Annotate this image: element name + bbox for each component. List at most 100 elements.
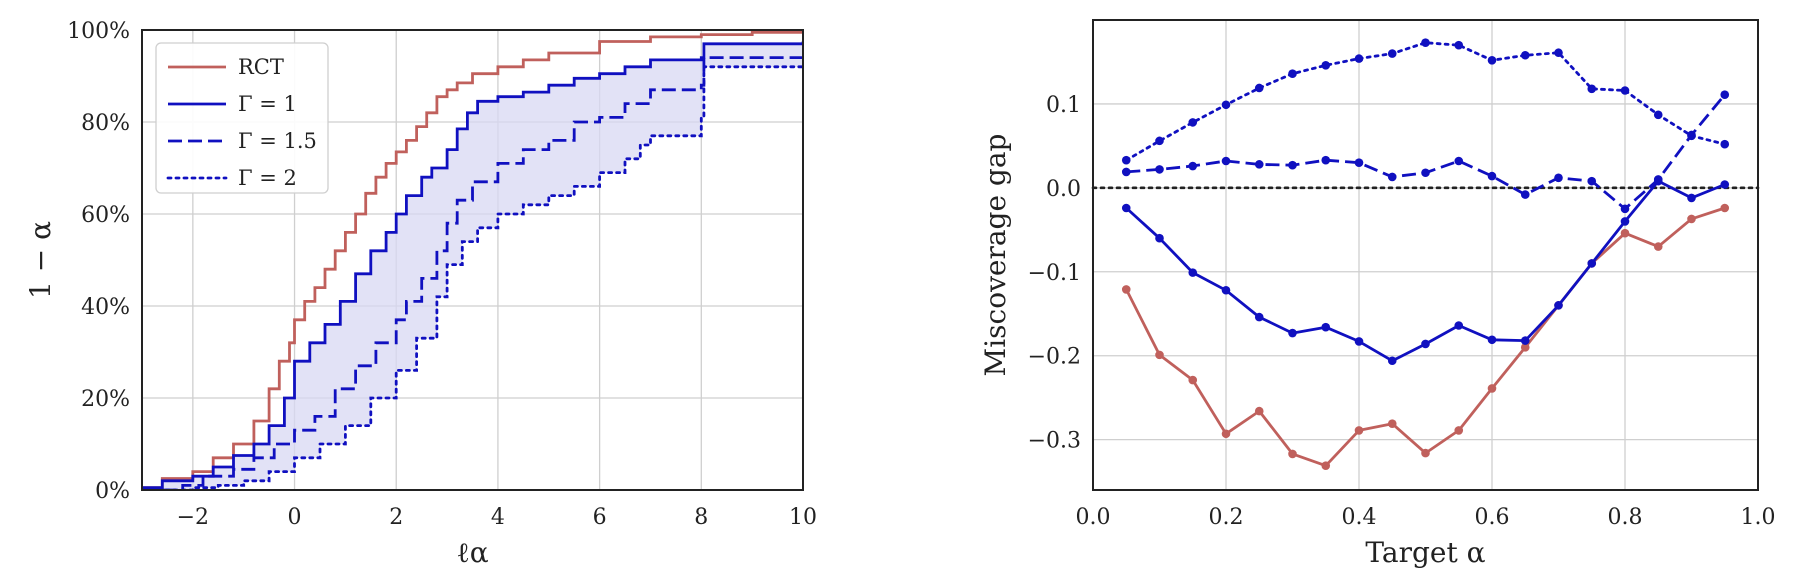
data-point--1 xyxy=(1354,337,1364,346)
data-point-rct xyxy=(1221,429,1231,439)
plot-content xyxy=(142,30,803,490)
data-point-rct xyxy=(1720,203,1730,213)
y-tick-label: 20% xyxy=(81,387,130,412)
data-point--1_5 xyxy=(1421,168,1430,178)
data-point-rct xyxy=(1687,214,1696,224)
data-point--2 xyxy=(1155,136,1164,146)
y-tick-label: 80% xyxy=(81,111,130,136)
legend-label--1_5: Γ = 1.5 xyxy=(238,129,317,153)
data-point-rct xyxy=(1354,426,1364,435)
y-tick-label: 40% xyxy=(81,295,130,320)
data-point--1_5 xyxy=(1454,156,1464,166)
data-point--1 xyxy=(1520,336,1530,345)
data-point--1 xyxy=(1720,180,1730,189)
data-point--1_5 xyxy=(1288,160,1297,170)
data-point--2 xyxy=(1720,139,1730,149)
plot-frame xyxy=(141,29,804,491)
data-point--2 xyxy=(1254,83,1264,93)
data-point--1 xyxy=(1188,268,1198,277)
data-point-rct xyxy=(1387,419,1397,428)
data-point--2 xyxy=(1687,131,1696,141)
data-point--1_5 xyxy=(1121,167,1131,177)
data-point--1_5 xyxy=(1554,173,1563,183)
data-point--1 xyxy=(1587,259,1597,268)
data-point--1 xyxy=(1487,335,1497,345)
plot-area xyxy=(1093,20,1758,490)
data-point--1_5 xyxy=(1221,156,1231,166)
data-point-rct xyxy=(1421,448,1430,458)
x-axis-label: Target α xyxy=(1365,536,1485,569)
legend-label--2: Γ = 2 xyxy=(238,166,297,190)
data-point--2 xyxy=(1288,69,1297,79)
data-point--1_5 xyxy=(1354,158,1364,167)
data-point--1 xyxy=(1288,328,1297,338)
x-axis-label: ℓα xyxy=(456,536,488,569)
data-point-rct xyxy=(1520,343,1530,352)
data-point--2 xyxy=(1653,110,1663,120)
data-point--1_5 xyxy=(1188,161,1198,171)
data-point-rct xyxy=(1454,426,1464,435)
y-tick-label: 100% xyxy=(67,19,130,44)
legend-box xyxy=(155,42,329,194)
data-point--2 xyxy=(1554,48,1563,58)
data-point--1 xyxy=(1687,193,1696,203)
y-axis-label: Miscoverage gap xyxy=(979,134,1012,377)
legend-label--1: Γ = 1 xyxy=(238,92,297,116)
x-tick-label: 0 xyxy=(288,505,302,530)
data-point--1 xyxy=(1155,233,1164,243)
x-tick-label: 4 xyxy=(491,505,505,530)
data-point--1_5 xyxy=(1620,204,1630,214)
data-point--2 xyxy=(1188,118,1198,127)
confidence-band xyxy=(142,41,803,490)
series-line--1 xyxy=(142,41,803,490)
data-point--1_5 xyxy=(1321,155,1331,165)
x-tick-label: 6 xyxy=(593,505,607,530)
series-line--2 xyxy=(142,63,803,490)
data-point--1_5 xyxy=(1155,165,1164,174)
data-point--1_5 xyxy=(1587,176,1597,186)
data-point--1 xyxy=(1554,301,1563,310)
data-point-rct xyxy=(1653,242,1663,251)
data-point--2 xyxy=(1354,54,1364,63)
data-point--2 xyxy=(1520,50,1530,60)
data-point--2 xyxy=(1421,38,1430,47)
data-point--1 xyxy=(1620,217,1630,226)
data-point--1 xyxy=(1387,356,1397,366)
data-point--2 xyxy=(1387,49,1397,58)
data-point-rct xyxy=(1620,228,1630,238)
data-point--2 xyxy=(1454,40,1464,50)
data-point--2 xyxy=(1587,84,1597,94)
data-point-rct xyxy=(1321,461,1331,470)
y-tick-label: −0.1 xyxy=(1028,261,1081,286)
legend: RCT Γ = 1 Γ = 1.5 Γ = 2 xyxy=(155,42,329,194)
data-point--1_5 xyxy=(1653,175,1663,184)
y-tick-label: 0.0 xyxy=(1046,177,1081,202)
miscoverage-panel: 0.0 0.2 0.4 0.6 0.8 1.0 −0.3 −0.2 −0.1 0.0 0.1 Targ… xyxy=(979,19,1776,569)
x-tick-label: 0.8 xyxy=(1608,505,1643,530)
y-axis-label: 1 − α xyxy=(24,221,57,299)
data-point--1 xyxy=(1421,339,1430,349)
data-point-rct xyxy=(1487,384,1497,393)
plot-frame xyxy=(1092,19,1759,491)
x-tick-label: 0.6 xyxy=(1475,505,1510,530)
data-point--1 xyxy=(1321,322,1331,332)
y-tick-label: 0% xyxy=(95,479,130,504)
data-point--1_5 xyxy=(1520,190,1530,199)
data-point--1 xyxy=(1121,203,1131,213)
data-point--1_5 xyxy=(1487,171,1497,181)
data-point-rct xyxy=(1121,285,1131,294)
x-tick-label: 0.2 xyxy=(1209,505,1244,530)
legend-label-rct: RCT xyxy=(238,55,284,79)
data-point--1 xyxy=(1454,321,1464,330)
data-point-rct xyxy=(1188,375,1198,385)
data-point--1_5 xyxy=(1254,160,1264,169)
series-line--1_5 xyxy=(142,53,803,490)
x-tick-label: −2 xyxy=(177,505,209,530)
x-tick-label: 8 xyxy=(694,505,708,530)
y-tick-label: 0.1 xyxy=(1046,93,1081,118)
data-point-rct xyxy=(1254,406,1264,416)
data-point--2 xyxy=(1620,86,1630,95)
